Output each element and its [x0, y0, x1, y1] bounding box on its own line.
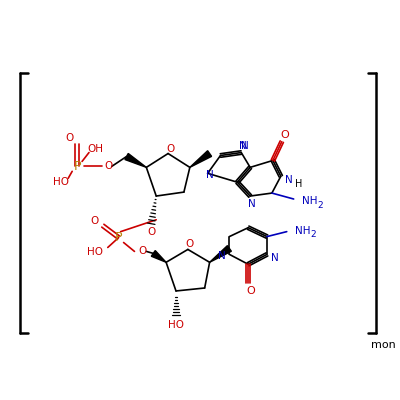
Text: 2: 2 [310, 230, 316, 239]
Text: O: O [247, 286, 256, 296]
Text: NH: NH [295, 226, 310, 236]
Polygon shape [151, 250, 166, 262]
Text: HO: HO [87, 248, 103, 258]
Text: N: N [218, 251, 225, 261]
Text: N: N [239, 141, 247, 151]
Text: N: N [285, 175, 292, 185]
Text: NH: NH [302, 196, 317, 206]
Polygon shape [125, 154, 146, 167]
Text: O: O [105, 161, 113, 171]
Text: P: P [73, 160, 81, 173]
Text: O: O [65, 133, 73, 143]
Polygon shape [210, 246, 231, 262]
Text: O: O [147, 227, 156, 237]
Text: HO: HO [168, 320, 184, 330]
Polygon shape [190, 151, 212, 167]
Text: O: O [138, 246, 146, 256]
Text: N: N [271, 253, 279, 263]
Text: O: O [91, 216, 99, 226]
Text: N: N [248, 199, 256, 209]
Text: 2: 2 [317, 202, 323, 210]
Text: H: H [295, 179, 302, 189]
Text: OH: OH [87, 144, 103, 154]
Text: N: N [206, 170, 214, 180]
Text: P: P [115, 231, 122, 244]
Text: HO: HO [53, 177, 69, 187]
Text: O: O [280, 130, 289, 140]
Text: O: O [186, 240, 194, 250]
Text: mon: mon [371, 340, 396, 350]
Text: N: N [241, 141, 249, 151]
Text: O: O [166, 144, 174, 154]
